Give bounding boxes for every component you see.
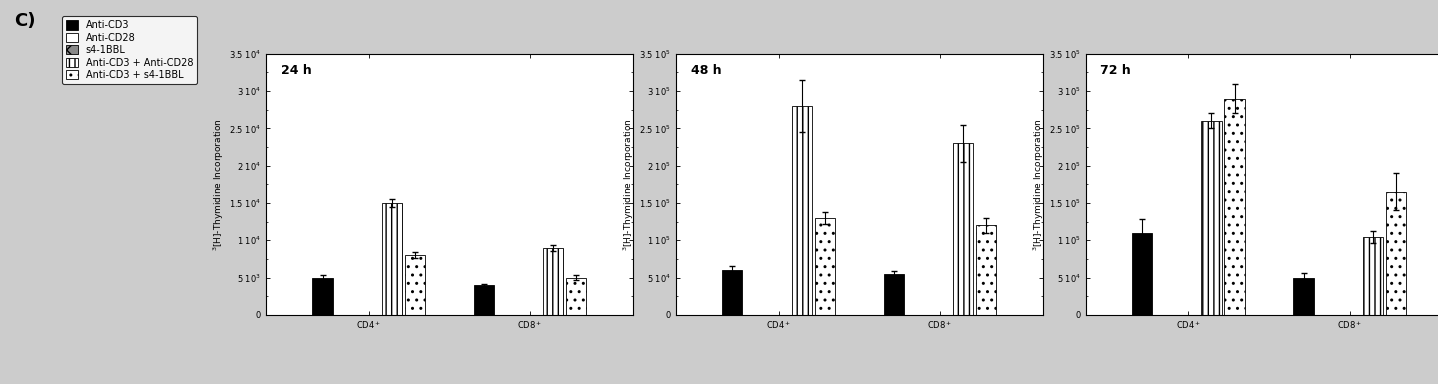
Y-axis label: $^3$[H]-Thymidine Incorporation: $^3$[H]-Thymidine Incorporation <box>211 118 226 251</box>
Text: 48 h: 48 h <box>690 64 720 77</box>
Y-axis label: $^3$[H]-Thymidine Incorporation: $^3$[H]-Thymidine Incorporation <box>1031 118 1045 251</box>
Text: 24 h: 24 h <box>280 64 312 77</box>
Bar <box>1225 99 1245 315</box>
Text: 72 h: 72 h <box>1100 64 1132 77</box>
Bar <box>1201 121 1221 315</box>
Bar <box>1386 192 1406 315</box>
Bar <box>1363 237 1383 315</box>
Legend: Anti-CD3, Anti-CD28, s4-1BBL, Anti-CD3 + Anti-CD28, Anti-CD3 + s4-1BBL: Anti-CD3, Anti-CD28, s4-1BBL, Anti-CD3 +… <box>62 17 197 84</box>
Bar <box>1132 233 1152 315</box>
Bar <box>567 278 587 315</box>
Bar <box>815 218 835 315</box>
Bar <box>976 225 997 315</box>
Bar <box>1293 278 1313 315</box>
Text: C): C) <box>14 12 36 30</box>
Bar <box>381 203 401 315</box>
Y-axis label: $^3$[H]-Thymidine Incorporation: $^3$[H]-Thymidine Incorporation <box>621 118 636 251</box>
Bar <box>544 248 564 315</box>
Bar <box>473 285 493 315</box>
Bar <box>791 106 811 315</box>
Bar <box>953 143 974 315</box>
Bar <box>722 270 742 315</box>
Bar <box>883 274 903 315</box>
Bar <box>406 255 426 315</box>
Bar <box>312 278 332 315</box>
